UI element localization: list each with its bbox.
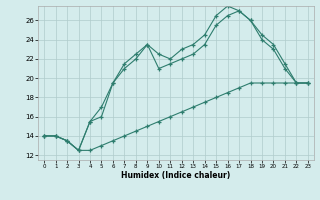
X-axis label: Humidex (Indice chaleur): Humidex (Indice chaleur) — [121, 171, 231, 180]
